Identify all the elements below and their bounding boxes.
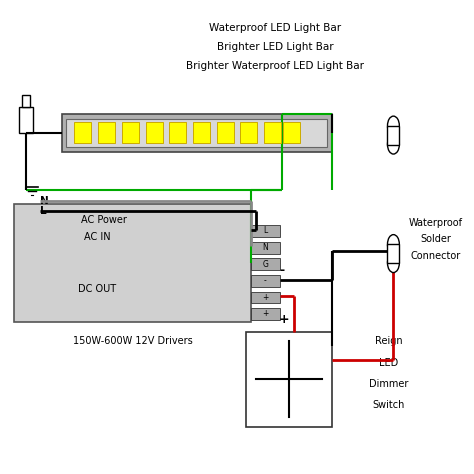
Text: Solder: Solder: [420, 234, 452, 245]
Bar: [387, 244, 399, 263]
Text: Waterproof: Waterproof: [409, 218, 463, 228]
Bar: [251, 242, 280, 254]
Bar: [246, 332, 332, 427]
Text: LED: LED: [379, 357, 398, 368]
Bar: [264, 122, 281, 143]
Bar: [74, 122, 91, 143]
Bar: [251, 258, 280, 270]
Text: -: -: [264, 276, 267, 285]
Text: AC Power: AC Power: [82, 215, 127, 226]
Bar: [98, 122, 115, 143]
Bar: [193, 122, 210, 143]
Text: L: L: [264, 227, 267, 235]
Bar: [14, 204, 251, 322]
Text: DC OUT: DC OUT: [78, 284, 116, 294]
Text: +: +: [279, 313, 290, 327]
Bar: [122, 122, 139, 143]
Text: +: +: [262, 310, 269, 318]
Bar: [217, 122, 234, 143]
Text: AC IN: AC IN: [84, 232, 110, 242]
Text: Waterproof LED Light Bar: Waterproof LED Light Bar: [209, 23, 341, 34]
Ellipse shape: [387, 235, 399, 254]
Bar: [251, 225, 280, 237]
Text: Switch: Switch: [373, 400, 405, 410]
Bar: [146, 122, 163, 143]
Bar: [62, 114, 332, 152]
Ellipse shape: [387, 254, 399, 273]
Bar: [240, 122, 257, 143]
Text: -: -: [280, 264, 284, 277]
Bar: [22, 95, 30, 107]
Text: L: L: [40, 206, 47, 216]
Text: N: N: [263, 243, 268, 252]
Text: N: N: [40, 196, 49, 207]
Text: Brighter Waterproof LED Light Bar: Brighter Waterproof LED Light Bar: [186, 61, 364, 72]
Bar: [387, 126, 399, 145]
Bar: [251, 308, 280, 320]
Bar: [283, 122, 300, 143]
Ellipse shape: [387, 135, 399, 154]
Bar: [19, 107, 33, 133]
Bar: [66, 118, 327, 147]
Bar: [251, 275, 280, 287]
Text: 150W-600W 12V Drivers: 150W-600W 12V Drivers: [73, 336, 192, 346]
Bar: [169, 122, 186, 143]
Text: Connector: Connector: [411, 251, 461, 261]
Bar: [251, 292, 280, 303]
Text: G: G: [263, 260, 268, 268]
Ellipse shape: [387, 116, 399, 135]
Text: Dimmer: Dimmer: [369, 379, 409, 389]
Text: Brighter LED Light Bar: Brighter LED Light Bar: [217, 42, 333, 53]
Text: +: +: [262, 293, 269, 301]
Text: Reign: Reign: [375, 336, 402, 346]
